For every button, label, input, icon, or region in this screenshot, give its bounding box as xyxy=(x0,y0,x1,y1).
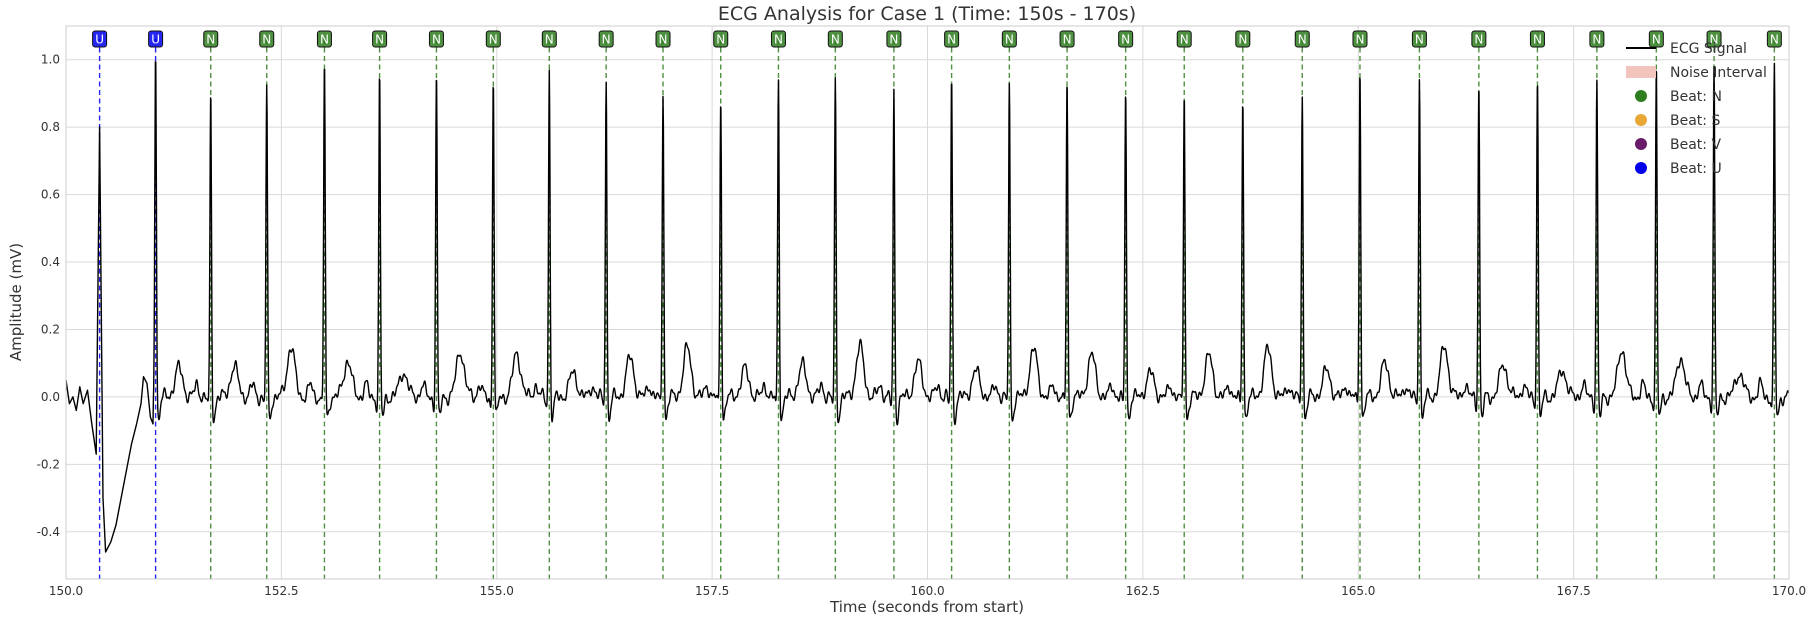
beat-label-text: N xyxy=(659,33,668,47)
legend-label: ECG Signal xyxy=(1670,41,1747,57)
beat-label: N xyxy=(1767,31,1781,47)
legend-label: Beat: N xyxy=(1670,89,1722,105)
beat-label-text: U xyxy=(151,33,160,47)
y-tick-label: 0.0 xyxy=(41,390,60,404)
beat-label-text: N xyxy=(545,33,554,47)
beat-label-text: N xyxy=(489,33,498,47)
beat-label-text: N xyxy=(947,33,956,47)
x-tick-label: 150.0 xyxy=(49,584,83,598)
x-axis-title: Time (seconds from start) xyxy=(829,598,1024,616)
beat-label-text: N xyxy=(1238,33,1247,47)
x-tick-label: 155.0 xyxy=(480,584,514,598)
beat-label-text: N xyxy=(1005,33,1014,47)
beat-label: N xyxy=(1353,31,1367,47)
beat-label: N xyxy=(486,31,500,47)
beat-label: N xyxy=(714,31,728,47)
beat-label-text: N xyxy=(1533,33,1542,47)
beat-label: N xyxy=(317,31,331,47)
chart-title: ECG Analysis for Case 1 (Time: 150s - 17… xyxy=(718,3,1136,25)
beat-label: N xyxy=(599,31,613,47)
beat-label-text: N xyxy=(774,33,783,47)
beat-label-text: N xyxy=(320,33,329,47)
beat-label: N xyxy=(828,31,842,47)
beat-label: U xyxy=(149,31,163,47)
legend-label: Beat: U xyxy=(1670,161,1722,177)
legend-dot-swatch xyxy=(1635,162,1647,174)
beat-label-text: N xyxy=(1415,33,1424,47)
legend-label: Beat: S xyxy=(1670,113,1720,129)
y-tick-label: 0.2 xyxy=(41,322,60,336)
beat-label: N xyxy=(945,31,959,47)
y-tick-label: 0.8 xyxy=(41,120,60,134)
beat-label: N xyxy=(429,31,443,47)
beat-label-text: N xyxy=(375,33,384,47)
beat-label: N xyxy=(1590,31,1604,47)
legend-dot-swatch xyxy=(1635,90,1647,102)
beat-label-text: N xyxy=(1474,33,1483,47)
x-tick-label: 167.5 xyxy=(1556,584,1590,598)
y-axis-title: Amplitude (mV) xyxy=(7,243,25,361)
beat-label: N xyxy=(1295,31,1309,47)
beat-label-text: N xyxy=(262,33,271,47)
beat-label-text: U xyxy=(95,33,104,47)
beat-label-text: N xyxy=(1298,33,1307,47)
beat-label: N xyxy=(1530,31,1544,47)
beat-label-text: N xyxy=(889,33,898,47)
beat-label-text: N xyxy=(1770,33,1779,47)
beat-label: N xyxy=(656,31,670,47)
beat-label: N xyxy=(887,31,901,47)
x-tick-label: 170.0 xyxy=(1772,584,1806,598)
beat-label: N xyxy=(1177,31,1191,47)
beat-label-text: N xyxy=(432,33,441,47)
legend-dot-swatch xyxy=(1635,138,1647,150)
beat-label: N xyxy=(1472,31,1486,47)
beat-label: N xyxy=(1060,31,1074,47)
beat-label-text: N xyxy=(602,33,611,47)
legend-patch-swatch xyxy=(1626,66,1656,78)
beat-label: N xyxy=(1412,31,1426,47)
x-tick-label: 160.0 xyxy=(910,584,944,598)
beat-label-text: N xyxy=(1592,33,1601,47)
beat-label: N xyxy=(1119,31,1133,47)
beat-label-text: N xyxy=(1355,33,1364,47)
beat-label: N xyxy=(373,31,387,47)
beat-label-text: N xyxy=(1180,33,1189,47)
beat-label: N xyxy=(542,31,556,47)
beat-label-text: N xyxy=(831,33,840,47)
beat-label: N xyxy=(1002,31,1016,47)
beat-label: N xyxy=(1649,31,1663,47)
x-tick-label: 162.5 xyxy=(1126,584,1160,598)
y-tick-label: 0.6 xyxy=(41,188,60,202)
beat-label-text: N xyxy=(1121,33,1130,47)
y-tick-label: 1.0 xyxy=(41,53,60,67)
beat-label: N xyxy=(260,31,274,47)
beat-label-text: N xyxy=(1652,33,1661,47)
legend-dot-swatch xyxy=(1635,114,1647,126)
y-tick-label: -0.2 xyxy=(37,457,60,471)
legend-label: Beat: V xyxy=(1670,137,1721,153)
beat-label: N xyxy=(771,31,785,47)
beat-label-text: N xyxy=(716,33,725,47)
legend-label: Noise Interval xyxy=(1670,65,1767,81)
x-tick-label: 157.5 xyxy=(695,584,729,598)
beat-label: N xyxy=(204,31,218,47)
beat-label-text: N xyxy=(206,33,215,47)
beat-label: N xyxy=(1236,31,1250,47)
beat-label: U xyxy=(93,31,107,47)
y-tick-label: -0.4 xyxy=(37,525,60,539)
beat-label-text: N xyxy=(1063,33,1072,47)
y-tick-label: 0.4 xyxy=(41,255,60,269)
x-tick-label: 152.5 xyxy=(264,584,298,598)
x-tick-label: 165.0 xyxy=(1341,584,1375,598)
